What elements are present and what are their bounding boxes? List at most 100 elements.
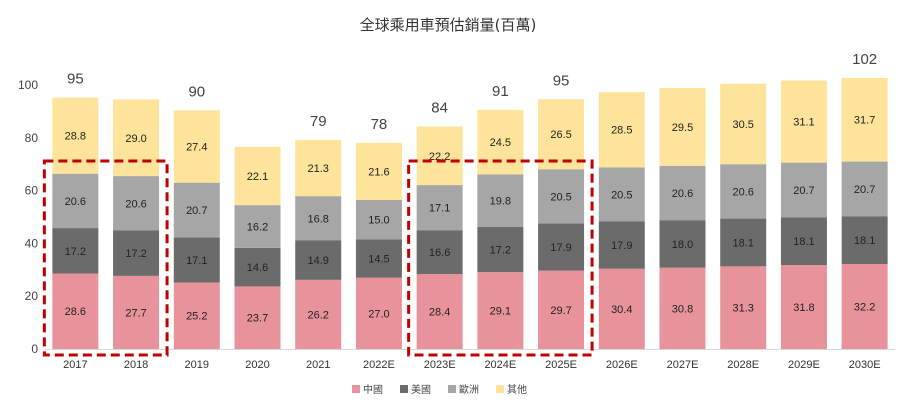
y-axis: 0 20 40 60 80 100 — [18, 78, 38, 356]
segment-label: 17.2 — [490, 244, 511, 256]
x-tick-label: 2030E — [849, 359, 881, 371]
bar-group-2025E: 29.7 17.9 20.5 26.5 95 — [538, 72, 585, 349]
segment-label: 20.6 — [65, 196, 86, 208]
bar-segment — [477, 174, 524, 227]
total-label: 95 — [553, 72, 570, 89]
segment-label: 21.6 — [368, 166, 389, 178]
bar-segment — [355, 142, 402, 200]
segment-label: 17.1 — [429, 203, 450, 215]
segment-label: 20.6 — [672, 188, 693, 200]
bar-group-2024E: 29.1 17.2 19.8 24.5 91 — [477, 83, 524, 349]
bar-segment — [355, 277, 402, 349]
bar-segment — [720, 218, 767, 267]
segment-label: 17.2 — [65, 246, 86, 258]
segment-label: 18.1 — [793, 236, 814, 248]
segment-label: 17.9 — [550, 242, 571, 254]
segment-label: 27.0 — [368, 308, 389, 320]
legend-swatch — [400, 385, 408, 393]
segment-label: 15.0 — [368, 215, 389, 227]
segment-label: 26.2 — [308, 309, 329, 321]
bar-group-2018: 27.7 17.2 20.6 29.0 — [113, 99, 160, 349]
bars-group: 28.6 17.2 20.6 28.8 95 27.7 17.2 20.6 29.0 25.2 17… — [52, 51, 888, 349]
segment-label: 14.9 — [308, 255, 329, 267]
bar-segment — [477, 226, 524, 273]
segment-label: 25.2 — [186, 311, 207, 323]
bar-group-2028E: 31.3 18.1 20.6 30.5 — [720, 83, 767, 349]
segment-label: 18.1 — [854, 235, 875, 247]
segment-label: 17.2 — [125, 248, 146, 260]
bar-segment — [841, 77, 888, 162]
legend-swatch — [448, 385, 456, 393]
bar-segment — [841, 161, 888, 217]
segment-label: 29.5 — [672, 122, 693, 134]
segment-label: 28.6 — [65, 306, 86, 318]
total-label: 90 — [188, 83, 205, 100]
segment-label: 16.8 — [308, 213, 329, 225]
bar-group-2022E: 27.0 14.5 15.0 21.6 78 — [355, 116, 402, 349]
legend-label: 其他 — [507, 383, 527, 396]
bar-segment — [416, 230, 463, 275]
bar-segment — [720, 164, 767, 219]
bar-segment — [416, 185, 463, 231]
segment-label: 29.0 — [125, 133, 146, 145]
bar-segment — [234, 247, 281, 287]
segment-label: 28.5 — [611, 125, 632, 137]
x-tick-label: 2020 — [245, 359, 269, 371]
segment-label: 28.8 — [65, 131, 86, 143]
y-tick-label: 100 — [18, 78, 38, 92]
bar-segment — [173, 237, 220, 283]
legend-label: 美國 — [411, 383, 431, 396]
bar-segment — [52, 173, 99, 229]
y-tick-label: 0 — [31, 342, 38, 356]
segment-label: 19.8 — [490, 196, 511, 208]
bar-group-2029E: 31.8 18.1 20.7 31.1 — [780, 80, 827, 349]
segment-label: 27.4 — [186, 142, 207, 154]
bar-segment — [477, 272, 524, 349]
bar-group-2030E: 32.2 18.1 20.7 31.7 102 — [841, 51, 888, 349]
segment-label: 20.5 — [611, 189, 632, 201]
bar-group-2023E: 28.416.617.122.284 — [416, 99, 463, 349]
segment-label: 16.2 — [247, 222, 268, 234]
x-tick-label: 2028E — [727, 359, 759, 371]
bar-segment — [538, 223, 585, 271]
bar-segment — [234, 286, 281, 349]
bar-segment — [720, 83, 767, 165]
segment-label: 21.3 — [308, 163, 329, 175]
legend-swatch — [352, 385, 360, 393]
bar-segment — [234, 146, 281, 206]
bar-segment — [295, 139, 342, 197]
legend-label: 中國 — [363, 383, 383, 396]
bar-segment — [113, 176, 160, 231]
bar-segment — [841, 216, 888, 264]
legend: 中國 美國 歐洲 其他 — [352, 383, 527, 396]
chart-title: 全球乘用車預估銷量(百萬) — [360, 16, 537, 34]
total-label: 91 — [492, 83, 509, 100]
bar-segment — [477, 109, 524, 175]
bar-segment — [780, 265, 827, 349]
x-tick-label: 2021 — [306, 359, 330, 371]
bar-segment — [659, 87, 706, 166]
bar-segment — [173, 282, 220, 349]
bar-segment — [234, 205, 281, 248]
bar-segment — [173, 182, 220, 238]
segment-label: 24.5 — [490, 137, 511, 149]
segment-label: 30.5 — [733, 119, 754, 131]
bar-group-2019: 25.2 17.1 20.7 27.4 90 — [173, 83, 220, 349]
segment-label: 31.1 — [793, 117, 814, 129]
segment-label: 17.1 — [186, 255, 207, 267]
bar-segment — [598, 167, 645, 222]
segment-label: 30.8 — [672, 303, 693, 315]
segment-label: 20.6 — [125, 198, 146, 210]
bar-group-2021: 26.2 14.9 16.8 21.3 79 — [295, 113, 342, 349]
segment-label: 20.7 — [186, 205, 207, 217]
bar-group-2020: 23.7 14.6 16.2 22.1 — [234, 146, 281, 349]
bar-segment — [780, 162, 827, 218]
x-tick-label: 2019 — [185, 359, 209, 371]
segment-label: 20.6 — [733, 186, 754, 198]
x-tick-label: 2029E — [788, 359, 820, 371]
x-tick-label: 2017 — [63, 359, 87, 371]
bar-segment — [295, 240, 342, 280]
bar-segment — [538, 169, 585, 224]
segment-label: 26.5 — [550, 129, 571, 141]
